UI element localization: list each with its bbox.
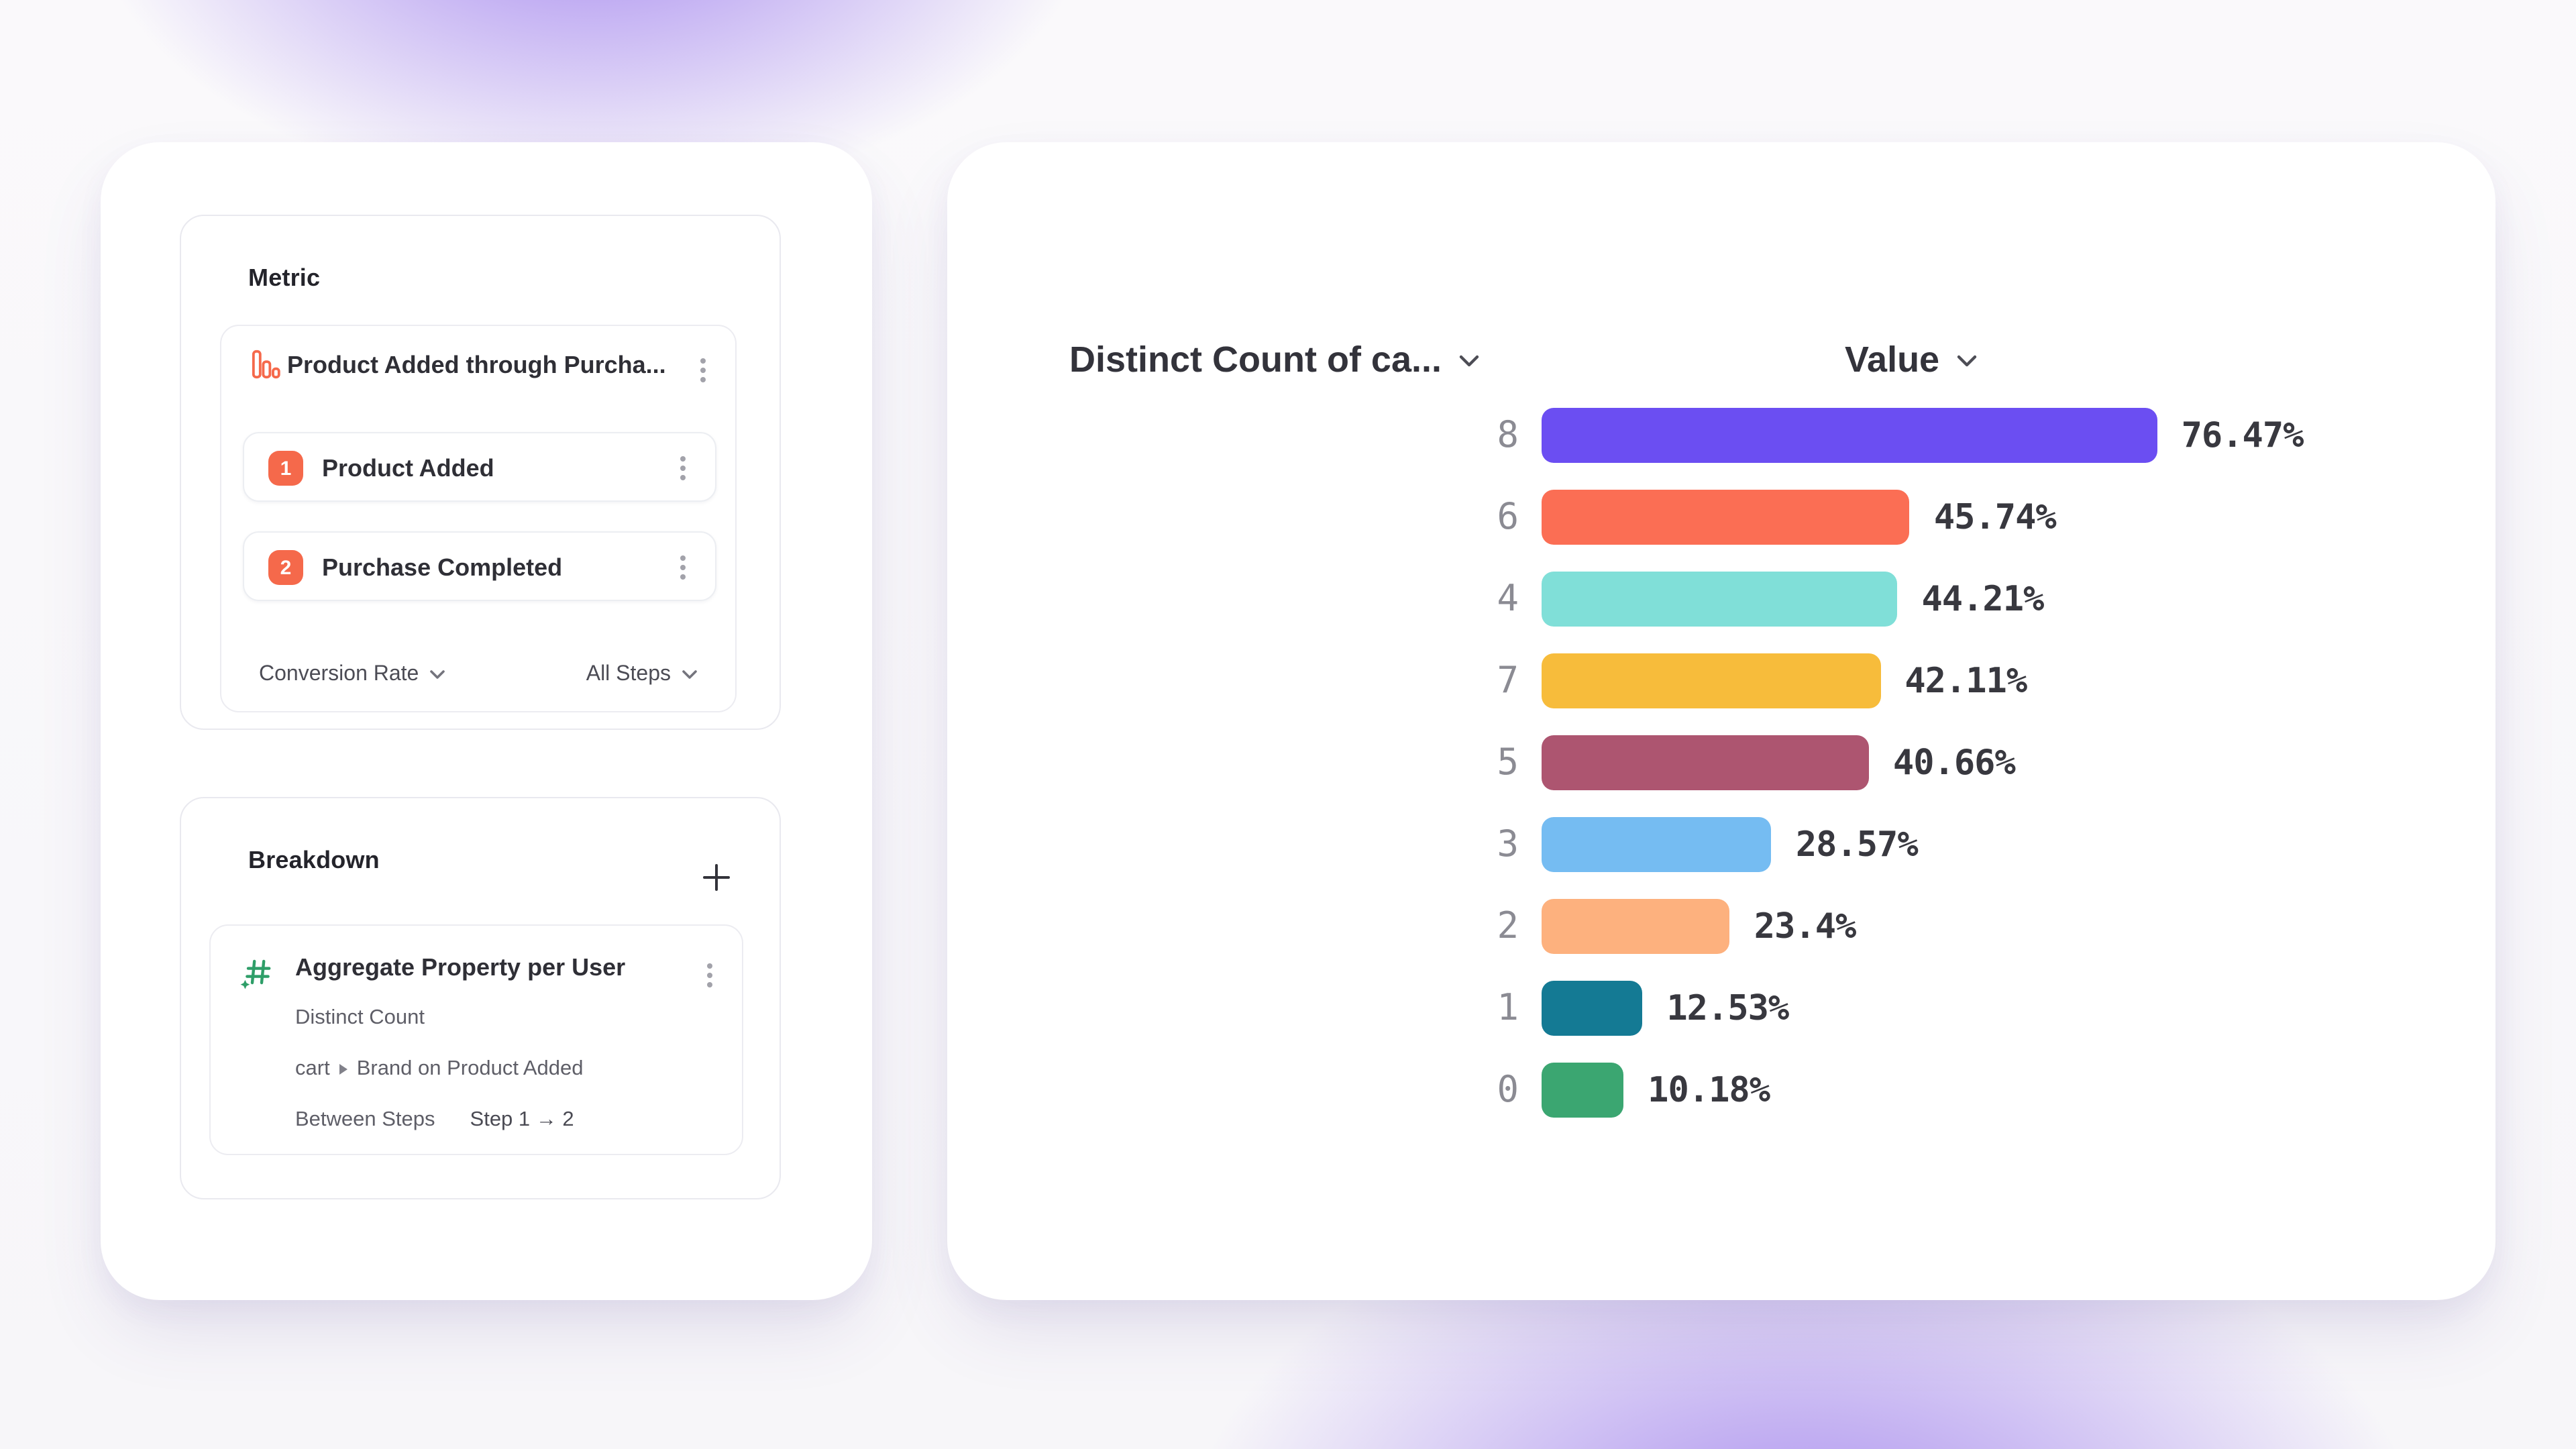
between-steps-value: Step 1 → 2 <box>470 1108 574 1131</box>
chart-bar-value-label: 42.11% <box>1904 661 2027 701</box>
chart-rows: 8 76.47% 6 45.74% 4 44.21% 7 42.11% 5 40… <box>1323 394 2304 1131</box>
aggregation-type[interactable]: Distinct Count <box>295 1006 425 1029</box>
chart-bar[interactable] <box>1542 817 1772 872</box>
chart-row-bar-area: 42.11% <box>1542 653 2027 708</box>
chart-row-category: 7 <box>1497 660 1519 702</box>
chart-bar[interactable] <box>1542 1063 1624 1118</box>
query-builder-card: Metric Product Added through Purcha... 1 <box>101 142 872 1300</box>
chart-bar[interactable] <box>1542 899 1730 954</box>
chart-bar[interactable] <box>1542 981 1643 1036</box>
column-header-distinct-count[interactable]: Distinct Count of ca... <box>1069 339 1479 381</box>
aggregation-property[interactable]: cart Brand on Product Added <box>295 1057 584 1081</box>
funnel-step-2[interactable]: 2 Purchase Completed <box>243 531 716 601</box>
property-target: Brand on Product Added <box>356 1057 584 1080</box>
chart-row-category: 4 <box>1497 578 1519 620</box>
chart-bar-value-label: 76.47% <box>2181 415 2304 455</box>
funnel-title-row: Product Added through Purcha... <box>221 326 735 407</box>
funnel-metric-card[interactable]: Product Added through Purcha... 1 Produc… <box>220 325 737 712</box>
step-label: Product Added <box>322 455 494 482</box>
steps-scope-dropdown-label: All Steps <box>586 663 671 686</box>
between-steps-label: Between Steps <box>295 1108 435 1131</box>
chart-row-category: 6 <box>1497 496 1519 538</box>
chart-row-category: 0 <box>1497 1069 1519 1111</box>
kebab-menu-icon[interactable] <box>675 550 691 585</box>
chart-row-bar-area: 44.21% <box>1542 572 2045 627</box>
funnel-step-1[interactable]: 1 Product Added <box>243 432 716 502</box>
chart-row: 4 44.21% <box>1323 558 2303 640</box>
measure-dropdown-label: Conversion Rate <box>259 663 419 686</box>
chart-row-category: 1 <box>1497 987 1519 1029</box>
plus-icon <box>703 864 730 891</box>
chart-row: 5 40.66% <box>1323 722 2303 804</box>
chart-bar[interactable] <box>1542 653 1881 708</box>
add-breakdown-button[interactable] <box>702 863 731 892</box>
chart-bar[interactable] <box>1542 408 2157 463</box>
chart-bar-value-label: 40.66% <box>1892 743 2016 783</box>
chart-bar-value-label: 44.21% <box>1921 579 2045 619</box>
funnel-footer: Conversion Rate All Steps <box>221 663 735 687</box>
column-header-value[interactable]: Value <box>1845 339 1977 381</box>
chart-row-bar-area: 12.53% <box>1542 981 1789 1036</box>
kebab-menu-icon[interactable] <box>675 451 691 486</box>
column-header-label: Distinct Count of ca... <box>1069 339 1442 380</box>
metric-panel-title: Metric <box>248 264 321 291</box>
chart-bar[interactable] <box>1542 572 1898 627</box>
chart-row: 7 42.11% <box>1323 640 2303 722</box>
kebab-menu-icon[interactable] <box>695 353 711 388</box>
chart-bar-value-label: 10.18% <box>1648 1070 1770 1110</box>
between-steps-row[interactable]: Between Steps Step 1 → 2 <box>295 1108 574 1132</box>
chart-row-category: 2 <box>1497 906 1519 947</box>
chart-row-bar-area: 23.4% <box>1542 899 1856 954</box>
chart-row: 0 10.18% <box>1323 1049 2303 1131</box>
chart-bar[interactable] <box>1542 490 1910 545</box>
step-label: Purchase Completed <box>322 554 563 581</box>
kebab-menu-icon[interactable] <box>702 958 718 993</box>
breakdown-panel: Breakdown Aggregate Property per User Di <box>180 797 781 1199</box>
aggregate-card-title: Aggregate Property per User <box>295 954 626 981</box>
funnel-bars-icon <box>251 349 282 380</box>
chart-row-category: 3 <box>1497 824 1519 865</box>
chart-row: 1 12.53% <box>1323 967 2303 1049</box>
chart-bar[interactable] <box>1542 735 1869 790</box>
step-number-badge: 1 <box>268 451 303 486</box>
hash-sparkle-icon <box>239 955 275 991</box>
chart-row-bar-area: 45.74% <box>1542 490 2057 545</box>
metric-panel: Metric Product Added through Purcha... 1 <box>180 215 781 730</box>
aggregate-property-card[interactable]: Aggregate Property per User Distinct Cou… <box>209 924 743 1155</box>
property-event: cart <box>295 1057 330 1080</box>
chart-row: 6 45.74% <box>1323 476 2303 558</box>
chart-row-category: 8 <box>1497 415 1519 456</box>
triangle-right-icon <box>339 1064 347 1075</box>
chart-row-bar-area: 28.57% <box>1542 817 1919 872</box>
chevron-down-icon <box>682 670 697 679</box>
chart-row: 8 76.47% <box>1323 394 2304 476</box>
measure-dropdown[interactable]: Conversion Rate <box>259 663 445 687</box>
chart-bar-value-label: 28.57% <box>1795 824 1919 865</box>
chevron-down-icon <box>1956 354 1976 366</box>
funnel-metric-name: Product Added through Purcha... <box>287 352 666 378</box>
steps-scope-dropdown[interactable]: All Steps <box>586 663 698 687</box>
chart-row: 2 23.4% <box>1323 885 2303 967</box>
chart-bar-value-label: 23.4% <box>1754 906 1857 947</box>
chart-card: Distinct Count of ca... Value 8 76.47% 6… <box>947 142 2496 1300</box>
chart-row: 3 28.57% <box>1323 804 2303 885</box>
chevron-down-icon <box>430 670 445 679</box>
chart-row-bar-area: 10.18% <box>1542 1063 1770 1118</box>
chart-bar-value-label: 45.74% <box>1933 497 2057 537</box>
chart-bar-value-label: 12.53% <box>1666 988 1789 1028</box>
chart-row-bar-area: 40.66% <box>1542 735 2016 790</box>
breakdown-panel-title: Breakdown <box>248 847 380 873</box>
chart-row-bar-area: 76.47% <box>1542 408 2304 463</box>
column-header-label: Value <box>1845 339 1940 380</box>
chevron-down-icon <box>1458 354 1479 366</box>
chart-row-category: 5 <box>1497 742 1519 784</box>
step-number-badge: 2 <box>268 550 303 585</box>
